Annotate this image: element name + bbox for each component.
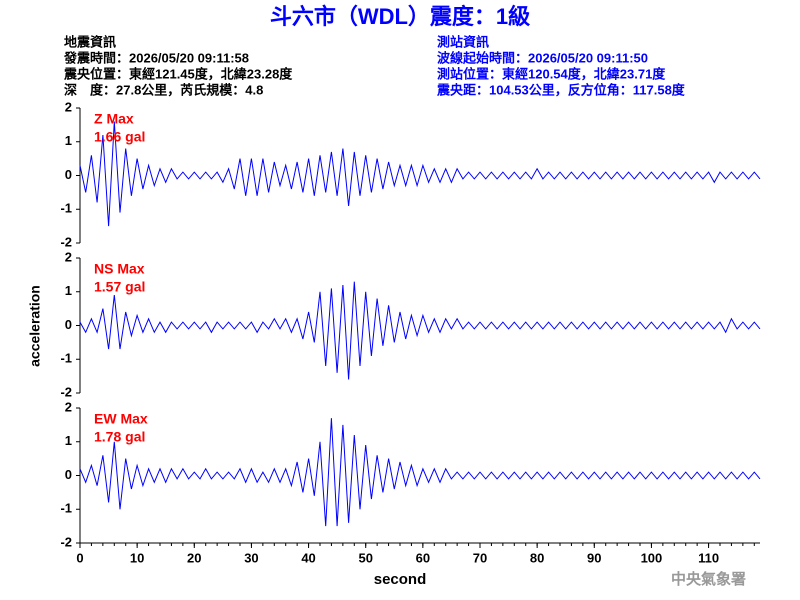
y-tick-label: -2 xyxy=(60,234,72,249)
station-info: 震央距：104.53公里，反方位角：117.58度 xyxy=(436,82,686,97)
footer: 中央氣象署 xyxy=(671,570,746,588)
station-info: 測站位置：東經120.54度，北緯23.71度 xyxy=(437,66,666,81)
earthquake-info: 地震資訊 xyxy=(64,34,116,49)
x-tick-label: 50 xyxy=(358,550,372,565)
max-annotation: 1.57 gal xyxy=(94,279,145,295)
x-tick-label: 70 xyxy=(473,550,487,565)
y-tick-label: -2 xyxy=(60,534,72,549)
waveform xyxy=(79,121,761,227)
waveform xyxy=(79,418,761,527)
max-annotation: EW Max xyxy=(94,411,148,427)
y-tick-label: 0 xyxy=(65,467,72,482)
x-tick-label: 40 xyxy=(301,550,315,565)
y-tick-label: -1 xyxy=(60,501,72,516)
x-tick-label: 80 xyxy=(530,550,544,565)
x-tick-label: 60 xyxy=(416,550,430,565)
x-tick-label: 30 xyxy=(244,550,258,565)
x-tick-label: 10 xyxy=(130,550,144,565)
x-tick-label: 100 xyxy=(641,550,663,565)
y-tick-label: 0 xyxy=(65,167,72,182)
x-tick-label: 20 xyxy=(187,550,201,565)
y-tick-label: 2 xyxy=(65,99,72,114)
x-axis-label: second xyxy=(374,571,427,588)
x-tick-label: 0 xyxy=(76,550,83,565)
x-tick-label: 110 xyxy=(698,550,719,565)
y-tick-label: 1 xyxy=(65,133,72,148)
station-info: 測站資訊 xyxy=(437,34,489,49)
x-tick-label: 90 xyxy=(587,550,601,565)
y-tick-label: 1 xyxy=(65,433,72,448)
y-tick-label: -1 xyxy=(60,201,72,216)
earthquake-info: 發震時間：2026/05/20 09:11:58 xyxy=(63,50,249,65)
y-tick-label: -1 xyxy=(60,351,72,366)
station-info: 波線起始時間：2026/05/20 09:11:50 xyxy=(437,50,648,65)
earthquake-info: 震央位置：東經121.45度，北緯23.28度 xyxy=(63,66,293,81)
max-annotation: 1.66 gal xyxy=(94,129,145,145)
waveform xyxy=(79,281,761,380)
earthquake-info: 深 度：27.8公里，芮氏規模：4.8 xyxy=(64,82,263,97)
y-tick-label: 0 xyxy=(65,317,72,332)
max-annotation: 1.78 gal xyxy=(94,429,145,445)
y-tick-label: 2 xyxy=(65,399,72,414)
chart-title: 斗六市（WDL）震度：1級 xyxy=(270,4,530,29)
y-tick-label: 2 xyxy=(65,249,72,264)
y-tick-label: -2 xyxy=(60,384,72,399)
y-axis-label: acceleration xyxy=(27,285,43,367)
y-tick-label: 1 xyxy=(65,283,72,298)
max-annotation: Z Max xyxy=(94,111,134,127)
max-annotation: NS Max xyxy=(94,261,145,277)
